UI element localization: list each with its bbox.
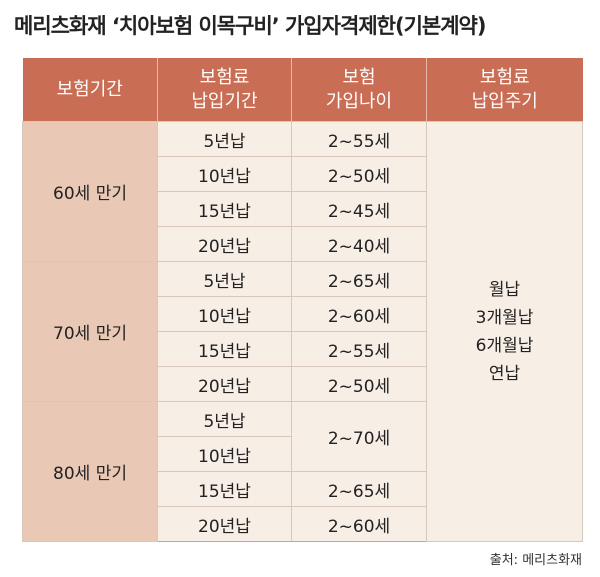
table-row: 20년납 2~60세 [23,506,583,542]
age-cell: 2~70세 [291,401,427,472]
term-cell: 60세 만기 [22,121,158,262]
header-insurance-term: 보험기간 [22,58,158,122]
table-row: 70세 만기 5년납 2~65세 [22,261,583,402]
header-payment-cycle: 보험료 납입주기 [426,58,583,122]
period-cell: 15년납 [157,331,292,367]
period-cell: 15년납 [157,471,292,507]
table-row: 15년납 2~55세 [23,331,583,367]
age-cell: 2~50세 [291,156,427,192]
cycle-cell: 월납 3개월납 6개월납 연납 [426,121,583,542]
period-cell: 20년납 [157,226,292,262]
table-row: 20년납 2~50세 [23,366,583,402]
period-cell: 10년납 [157,296,292,332]
table-wrapper: 보험기간 보험료 납입기간 보험 가입나이 보험료 납입주기 60세 만기 5년납 2… [22,58,583,542]
page-title: 메리츠화재 ‘치아보험 이목구비’ 가입자격제한(기본계약) [14,14,486,38]
age-cell: 2~50세 [291,366,427,402]
term-cell: 80세 만기 [22,401,158,542]
table-row: 15년납 2~45세 [23,191,583,227]
period-cell: 10년납 [157,436,292,472]
age-cell: 2~60세 [291,506,427,542]
cycle-item: 6개월납 [475,335,534,356]
period-cell: 5년납 [157,401,292,437]
header-payment-period: 보험료 납입기간 [157,58,292,122]
cycle-item: 월납 [488,279,521,300]
cycle-item: 연납 [488,363,521,384]
cycle-item: 3개월납 [475,307,534,328]
table-row: 60세 만기 5년납 2~55세 월납 3개월납 6개월납 연납 [22,121,583,542]
header-entry-age: 보험 가입나이 [291,58,427,122]
eligibility-table: 보험기간 보험료 납입기간 보험 가입나이 보험료 납입주기 60세 만기 5년납 2… [22,58,583,542]
period-cell: 20년납 [157,506,292,542]
age-cell: 2~60세 [291,296,427,332]
period-cell: 5년납 [157,121,292,157]
age-cell: 2~55세 [291,121,427,157]
table-row: 10년납 [23,436,583,472]
period-cell: 20년납 [157,366,292,402]
age-cell: 2~55세 [291,331,427,367]
term-cell: 70세 만기 [22,261,158,402]
table-row: 15년납 2~65세 [23,471,583,507]
period-cell: 15년납 [157,191,292,227]
age-cell: 2~65세 [291,471,427,507]
source-note: 출처: 메리츠화재 [489,553,582,568]
period-cell: 10년납 [157,156,292,192]
header-row: 보험기간 보험료 납입기간 보험 가입나이 보험료 납입주기 [22,58,583,122]
table-row: 20년납 2~40세 [23,226,583,262]
table-row: 80세 만기 5년납 2~70세 [22,401,583,542]
age-cell: 2~40세 [291,226,427,262]
table-row: 10년납 2~60세 [23,296,583,332]
age-cell: 2~45세 [291,191,427,227]
table-row: 10년납 2~50세 [23,156,583,192]
period-cell: 5년납 [157,261,292,297]
age-cell: 2~65세 [291,261,427,297]
